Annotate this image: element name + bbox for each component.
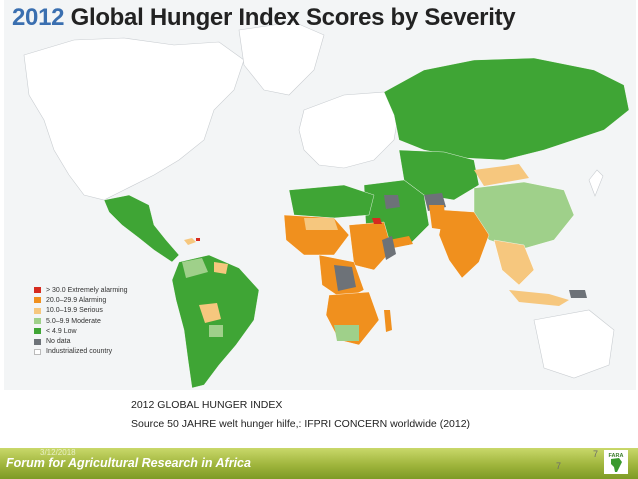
guyana-region — [214, 262, 228, 274]
page-number-bottom: 7 — [556, 461, 562, 471]
southeast-asia-region — [493, 239, 535, 286]
caption-title: 2012 GLOBAL HUNGER INDEX — [131, 399, 283, 411]
eritrea-region — [372, 218, 382, 224]
footer-bar: 3/12/2018 Forum for Agricultural Researc… — [0, 448, 638, 479]
mongolia-region — [474, 164, 529, 186]
legend-label: < 4.9 Low — [46, 327, 77, 335]
haiti-region — [196, 238, 200, 241]
legend-swatch — [34, 328, 41, 335]
legend-swatch — [34, 348, 41, 355]
legend-label: 10.0–19.9 Serious — [46, 307, 103, 315]
legend-label: No data — [46, 338, 71, 346]
madagascar-region — [384, 310, 392, 332]
map-legend: > 30.0 Extremely alarming 20.0–29.9 Alar… — [34, 285, 128, 357]
legend-label: Industrialized country — [46, 348, 113, 356]
south-america-region — [171, 254, 260, 389]
sahel-region — [304, 218, 338, 230]
footer-org-name: Forum for Agricultural Research in Afric… — [6, 456, 251, 470]
legend-label: > 30.0 Extremely alarming — [46, 286, 128, 294]
legend-item: 5.0–9.9 Moderate — [34, 316, 128, 326]
india-region — [438, 209, 490, 279]
colombia-region — [182, 258, 208, 278]
china-region — [473, 181, 575, 251]
drc-region — [334, 265, 356, 291]
legend-swatch — [34, 297, 41, 304]
russia-region — [383, 57, 630, 161]
fara-logo-icon: FARA — [604, 450, 628, 474]
legend-item: Industrialized country — [34, 347, 128, 357]
world-map — [23, 21, 630, 389]
legend-label: 5.0–9.9 Moderate — [46, 317, 101, 325]
caribbean-region — [184, 238, 196, 245]
legend-item: < 4.9 Low — [34, 326, 128, 336]
yemen-region — [389, 236, 413, 248]
legend-label: 20.0–29.9 Alarming — [46, 296, 107, 304]
indonesia-region — [509, 290, 569, 306]
png-region — [569, 290, 587, 298]
legend-item: 20.0–29.9 Alarming — [34, 295, 128, 305]
pakistan-region — [429, 205, 446, 230]
legend-swatch — [34, 287, 41, 294]
europe-region — [298, 91, 400, 169]
greenland-region — [238, 21, 325, 96]
map-panel: 2012 Global Hunger Index Scores by Sever… — [4, 0, 636, 390]
map-title: 2012 Global Hunger Index Scores by Sever… — [12, 4, 516, 32]
svg-text:FARA: FARA — [609, 453, 624, 459]
legend-swatch — [34, 307, 41, 314]
south-africa-region — [334, 325, 359, 341]
title-year: 2012 — [12, 4, 65, 31]
title-text: Global Hunger Index Scores by Severity — [70, 4, 516, 31]
north-america-region — [23, 37, 245, 201]
legend-item: No data — [34, 336, 128, 346]
australia-region — [533, 309, 615, 379]
page-number-top: 7 — [593, 449, 599, 459]
bolivia-region — [199, 303, 221, 323]
north-africa-region — [288, 184, 375, 219]
slide-caption: 2012 GLOBAL HUNGER INDEX Source 50 JAHRE… — [131, 396, 470, 434]
caption-source: Source 50 JAHRE welt hunger hilfe,: IFPR… — [131, 418, 471, 430]
legend-item: > 30.0 Extremely alarming — [34, 285, 128, 295]
footer-date: 3/12/2018 — [40, 448, 76, 457]
legend-swatch — [34, 318, 41, 325]
paraguay-region — [209, 325, 223, 337]
somalia-region — [382, 236, 396, 260]
iraq-region — [384, 195, 400, 209]
mexico-central-america-region — [103, 194, 180, 263]
japan-region — [588, 169, 604, 197]
legend-item: 10.0–19.9 Serious — [34, 306, 128, 316]
legend-swatch — [34, 338, 41, 345]
